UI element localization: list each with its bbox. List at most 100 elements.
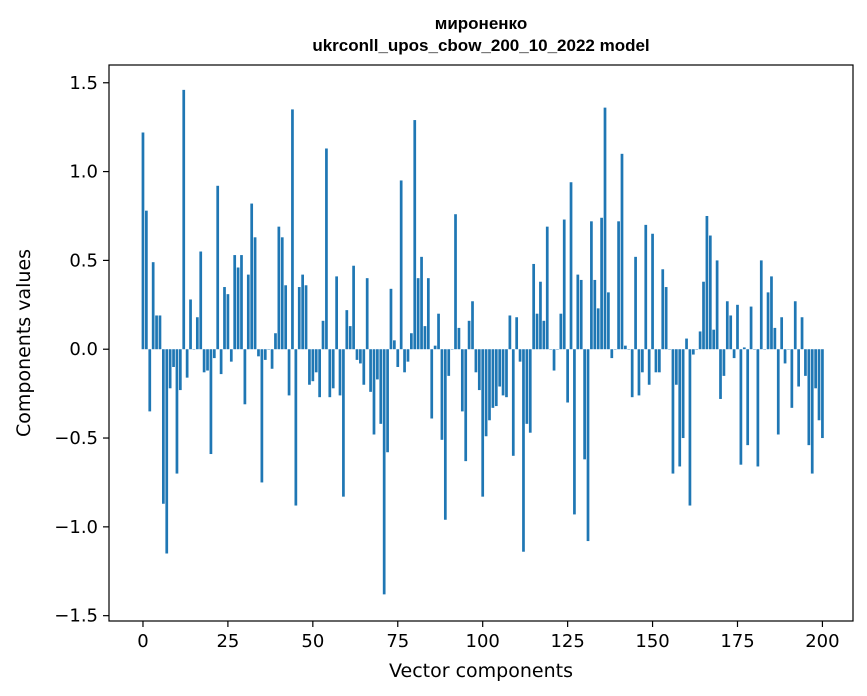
bar-25: [226, 294, 230, 350]
bar-66: [365, 278, 369, 350]
bar-109: [511, 349, 515, 456]
bar-138: [610, 349, 614, 359]
bar-159: [681, 349, 685, 439]
bar-176: [739, 349, 743, 465]
bar-87: [437, 313, 440, 350]
y-axis-ticks: −1.5 −1.0 −0.5 0.0 0.5 1.0 1.5: [54, 73, 109, 627]
bar-116: [535, 313, 539, 350]
y-tick-label: −1.0: [54, 517, 98, 538]
y-tick-label: 0.0: [69, 339, 98, 360]
bar-108: [508, 315, 512, 350]
bar-99: [477, 349, 481, 391]
x-axis-ticks: 0 25 50 75 100 125 150 175 200: [137, 621, 840, 652]
bar-6: [162, 349, 165, 504]
y-tick-label: 0.5: [69, 250, 98, 271]
bar-68: [372, 349, 376, 435]
bar-117: [539, 281, 542, 350]
bar-73: [389, 288, 393, 350]
x-tick-label: 125: [550, 631, 584, 652]
bar-135: [600, 217, 603, 350]
bar-55: [328, 349, 332, 398]
bar-75: [396, 349, 400, 367]
bar-127: [573, 349, 576, 515]
bar-131: [586, 349, 590, 542]
bar-106: [501, 349, 505, 396]
y-axis-label: Components values: [13, 249, 35, 437]
bar-79: [410, 333, 413, 350]
bar-174: [732, 349, 736, 359]
bar-181: [756, 349, 760, 467]
bar-134: [596, 308, 600, 350]
bar-69: [376, 349, 379, 380]
y-tick-label: 1.5: [69, 73, 98, 94]
bar-58: [338, 349, 342, 396]
bar-71: [382, 349, 386, 595]
bar-97: [471, 301, 474, 350]
bar-156: [671, 349, 675, 474]
bar-123: [559, 313, 563, 350]
bar-145: [634, 256, 637, 350]
bar-57: [335, 276, 338, 350]
bar-17: [199, 251, 203, 350]
bar-34: [257, 349, 260, 357]
bar-74: [393, 340, 396, 350]
bar-12: [182, 89, 186, 350]
bar-175: [736, 304, 739, 350]
x-axis-label: Vector components: [389, 660, 573, 682]
bar-18: [202, 349, 206, 373]
bar-36: [263, 349, 267, 360]
bar-188: [780, 317, 784, 350]
bar-197: [810, 349, 814, 474]
bar-173: [729, 315, 733, 350]
bar-192: [793, 301, 797, 350]
bar-78: [406, 349, 410, 362]
bar-152: [658, 349, 661, 373]
bar-35: [260, 349, 264, 483]
bar-168: [712, 329, 716, 350]
bar-186: [773, 327, 777, 350]
bar-29: [240, 255, 243, 350]
bar-149: [647, 349, 651, 385]
bar-115: [532, 263, 536, 350]
bar-112: [522, 349, 525, 552]
bar-22: [216, 185, 220, 350]
bar-83: [423, 326, 427, 350]
bar-26: [229, 349, 233, 362]
bar-198: [814, 349, 817, 389]
bar-147: [641, 349, 644, 373]
bar-90: [447, 349, 451, 376]
bar-162: [691, 349, 695, 355]
bar-98: [474, 349, 478, 373]
bar-84: [426, 278, 430, 350]
plot-frame: [108, 64, 854, 622]
bar-24: [223, 287, 226, 350]
bar-0: [141, 132, 145, 350]
bar-158: [678, 349, 682, 467]
bar-133: [593, 279, 597, 350]
bar-199: [817, 349, 821, 421]
bar-33: [253, 237, 257, 350]
bar-110: [515, 317, 519, 350]
bar-38: [270, 349, 274, 369]
bar-95: [464, 349, 468, 462]
bar-164: [698, 331, 702, 350]
bar-136: [603, 107, 607, 350]
bar-172: [725, 301, 729, 350]
bar-125: [566, 349, 569, 403]
bar-42: [284, 285, 288, 350]
bar-81: [416, 278, 420, 350]
bar-119: [545, 226, 549, 350]
bar-45: [294, 349, 298, 506]
bar-178: [746, 349, 750, 446]
bar-41: [280, 237, 284, 350]
chart-subtitle: ukrconll_upos_cbow_200_10_2022 model: [312, 36, 649, 55]
bar-103: [491, 349, 495, 408]
bar-80: [413, 120, 417, 350]
bar-124: [562, 219, 566, 350]
bar-165: [702, 281, 705, 350]
bar-16: [195, 317, 199, 350]
bar-179: [749, 306, 753, 350]
bar-60: [345, 310, 349, 350]
bar-85: [430, 349, 434, 419]
bar-177: [742, 347, 746, 350]
